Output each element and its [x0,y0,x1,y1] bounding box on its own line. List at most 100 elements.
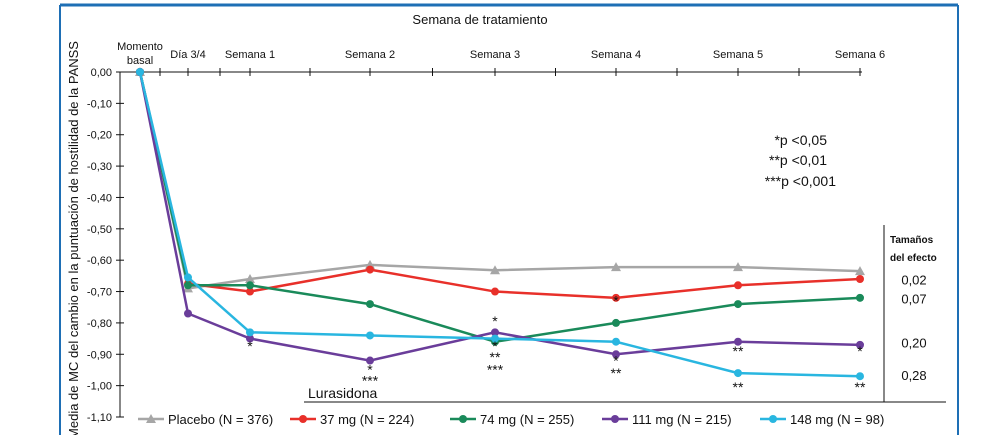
significance-mark-0: * [247,338,253,354]
effect-sizes-panel: Tamaños del efecto 0,02 0,07 0,20 0,28 [883,225,937,402]
legend-label-1: 37 mg (N = 224) [320,412,414,427]
series-4-point-3 [366,331,374,340]
x-tick-label-6: Semana 5 [713,49,763,61]
significance-mark-12: * [857,343,863,359]
y-tick-label-0: 0,00 [91,67,112,79]
effect-size-3: 0,28 [901,368,926,383]
series-4-point-5 [612,337,620,346]
series-2-point-5 [612,318,620,327]
effect-size-1: 0,07 [901,291,926,306]
series-2-point-1 [184,281,192,290]
bracket-label: Lurasidona [308,385,377,401]
series-1-point-6 [734,281,742,290]
y-tick-label-8: -0,80 [87,318,112,330]
x-tick-label-0: Momento [117,41,163,53]
y-tick-label-10: -1,00 [87,381,112,393]
series-4-point-0 [136,68,144,76]
series-1-point-5 [612,293,620,302]
series-4-point-1 [184,273,192,282]
x-tick-label-0b: basal [127,55,153,67]
legend-label-3: 111 mg (N = 215) [632,412,732,427]
significance-mark-1: * [367,362,373,378]
effect-sizes-title-line2: del efecto [890,253,937,264]
y-tick-label-2: -0,20 [87,130,112,142]
y-tick-label-3: -0,30 [87,161,112,173]
legend-label-0: Placebo (N = 376) [168,412,273,427]
pvalue-legend-3: ***p <0,001 [765,173,836,189]
y-axis-title: Media de MC del cambio en la puntuación … [66,41,81,435]
y-tick-label-1: -0,10 [87,98,112,110]
y-tick-label-5: -0,50 [87,224,112,236]
x-tick-label-5: Semana 4 [591,49,641,61]
legend-label-4: 148 mg (N = 98) [790,412,884,427]
x-tick-label-2: Semana 1 [225,49,275,61]
significance-mark-3: * [492,313,498,329]
significance-mark-6: *** [487,362,504,378]
significance-mark-13: ** [855,379,866,395]
series-4-point-4 [491,334,499,343]
series-layer [135,67,865,381]
y-tick-label-11: -1,10 [87,412,112,424]
series-4-point-7 [856,372,864,381]
series-line-3 [138,71,861,362]
effect-size-2: 0,20 [901,335,926,350]
series-3-point-4 [491,328,499,337]
series-0-point-6 [733,262,743,272]
series-2-point-3 [366,300,374,309]
significance-mark-10: ** [733,343,744,359]
legend: Placebo (N = 376) 37 mg (N = 224) 74 mg (N… [138,412,884,427]
series-line-4 [138,71,861,378]
series-1-point-4 [491,287,499,296]
series-0-point-7 [855,266,865,276]
series-1-point-2 [246,287,254,296]
significance-mark-5: ** [490,349,501,365]
x-axis-title: Semana de tratamiento [412,12,547,27]
series-2-point-2 [246,281,254,290]
series-line-2 [138,71,861,344]
legend-marker-1 [299,415,307,423]
y-tick-label-9: -0,90 [87,349,112,361]
axes: Momento basal Día 3/4 Semana 1 Semana 2 Seman… [87,41,885,424]
significance-marks: *********************** [247,293,866,395]
series-3-point-7 [856,340,864,349]
series-3-point-1 [184,309,192,318]
effect-sizes-title-line1: Tamaños [890,235,934,246]
series-2-point-7 [856,293,864,302]
series-line-0 [138,71,861,290]
series-line-1 [138,71,861,300]
legend-marker-3 [611,415,619,423]
legend-marker-2 [459,415,467,423]
series-0-point-4 [490,265,500,275]
series-3-point-6 [734,337,742,346]
series-0-point-2 [245,274,255,283]
pvalue-legend-1: *p <0,05 [774,132,827,148]
significance-mark-8: * [613,352,619,368]
x-tick-label-4: Semana 3 [470,49,520,61]
series-4-point-6 [734,369,742,378]
y-tick-label-4: -0,40 [87,192,112,204]
series-3-point-3 [366,356,374,365]
significance-mark-4: * [492,338,498,354]
pvalue-legend: *p <0,05 **p <0,01 ***p <0,001 [765,132,836,189]
significance-mark-2: *** [362,373,379,389]
x-tick-label-3: Semana 2 [345,49,395,61]
y-tick-label-7: -0,70 [87,287,112,299]
legend-marker-4 [769,415,777,423]
significance-mark-11: ** [733,379,744,395]
x-tick-label-7: Semana 6 [835,49,885,61]
pvalue-legend-2: **p <0,01 [769,152,827,168]
x-tick-label-1: Día 3/4 [170,49,205,61]
lurasidona-bracket: Lurasidona [304,385,946,403]
y-tick-label-6: -0,60 [87,255,112,267]
effect-size-0: 0,02 [901,273,926,288]
series-0-point-5 [611,262,621,272]
series-1-point-7 [856,275,864,283]
series-3-point-2 [246,334,254,343]
series-1-point-3 [366,265,374,274]
series-2-point-6 [734,300,742,309]
significance-mark-9: ** [611,365,622,381]
series-4-point-2 [246,328,254,337]
legend-marker-0 [146,414,156,423]
